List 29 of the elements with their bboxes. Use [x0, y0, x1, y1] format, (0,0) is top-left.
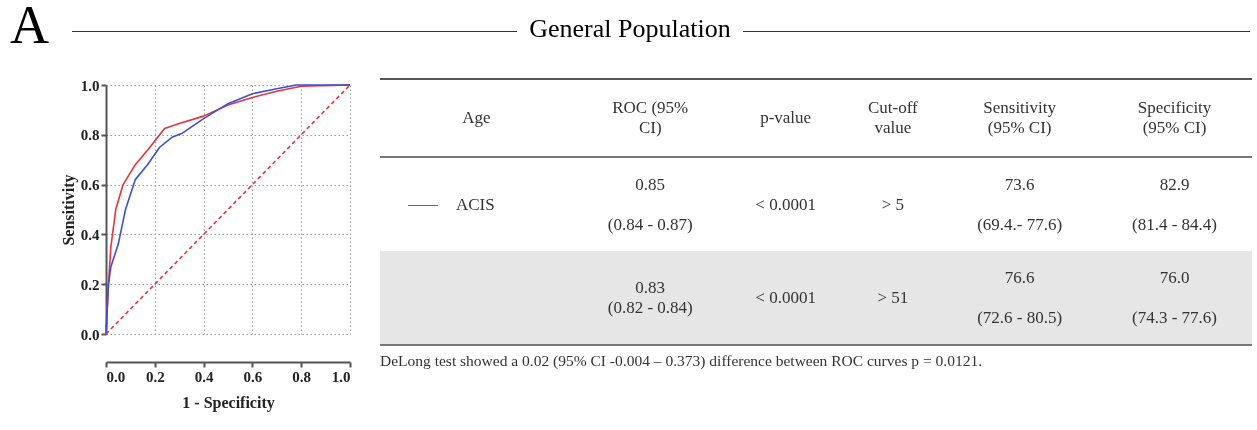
text: Sensitivity (95% CI)	[982, 97, 1057, 139]
text: p-value	[759, 107, 813, 129]
y-tick-label: 0.2	[80, 276, 100, 293]
x-tick-label: 0.4	[194, 368, 214, 385]
text: > 5	[880, 193, 906, 216]
text: < 0.0001	[754, 193, 817, 216]
text: Cut-off value	[867, 97, 919, 139]
x-tick-label: 1.0	[331, 368, 351, 385]
x-tick-label: 0.6	[243, 368, 263, 385]
x-tick-label: 0.0	[106, 368, 126, 385]
y-tick-label: 1.0	[80, 77, 100, 94]
text: ROC (95% CI)	[611, 97, 690, 139]
text: 73.6 (69.4.- 77.6)	[977, 174, 1063, 234]
text: DeLong test showed a 0.02 (95% CI -0.004 – 0.373) difference between ROC curves p = 0.0121.	[380, 352, 984, 370]
y-tick-label: 0.6	[80, 177, 100, 194]
y-tick-label: 0.4	[80, 226, 100, 243]
y-axis-title: Sensitivity	[59, 174, 78, 246]
y-tick-label: 0.0	[80, 326, 100, 343]
text: Specificity (95% CI)	[1136, 97, 1213, 139]
text: 0.85 (0.84 - 0.87)	[607, 174, 693, 234]
x-tick-label: 0.2	[145, 368, 165, 385]
text: 82.9 (81.4 - 84.4)	[1132, 174, 1218, 234]
text: A	[10, 0, 49, 56]
x-axis-title: 1 - Specificity	[182, 393, 275, 412]
text: Age	[461, 107, 492, 129]
text: ACIS	[456, 194, 495, 214]
y-tick-label: 0.8	[80, 127, 100, 144]
text: General Population	[517, 14, 743, 43]
x-tick-label: 0.8	[292, 368, 312, 385]
